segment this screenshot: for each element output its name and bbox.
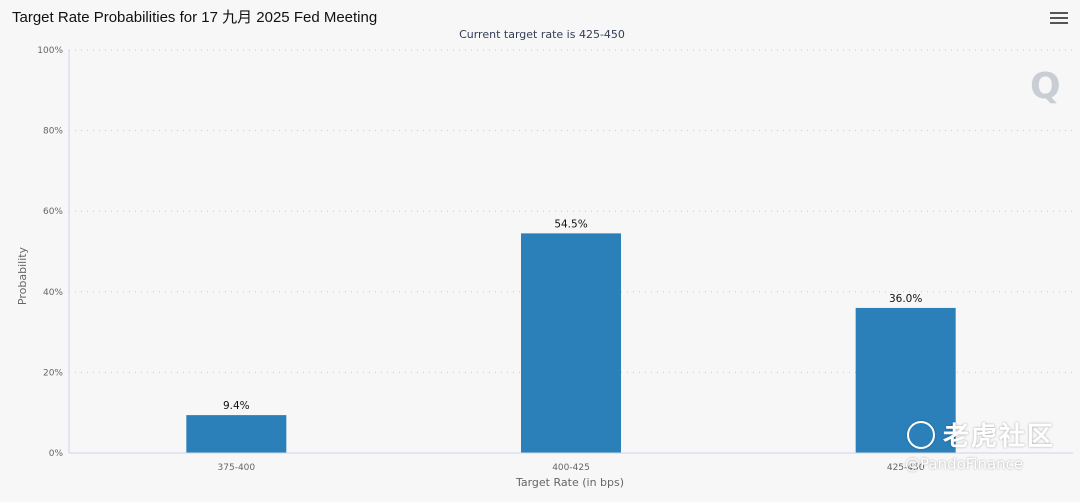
y-axis-label: Probability [16, 246, 29, 305]
y-tick-label: 0% [49, 449, 64, 459]
x-tick-label: 375-400 [218, 463, 256, 473]
x-tick-label: 400-425 [552, 463, 590, 473]
bar-chart: Current target rate is 425-450 0% 20% 40% 6… [16, 28, 1073, 489]
chart-subtitle: Current target rate is 425-450 [459, 28, 625, 41]
bar[interactable] [186, 415, 287, 453]
bars: 9.4% 54.5% 36.0% [186, 218, 956, 453]
bar[interactable] [855, 307, 956, 453]
x-tick-labels: 375-400 400-425 425-450 [218, 463, 925, 473]
chart-title: Target Rate Probabilities for 17 九月 2025… [12, 9, 378, 26]
quikstrike-logo: Q [1030, 66, 1061, 107]
y-tick-label: 80% [43, 127, 63, 137]
hamburger-menu-icon[interactable] [1050, 9, 1068, 25]
data-label: 54.5% [554, 218, 587, 230]
data-label: 36.0% [889, 293, 922, 305]
data-label: 9.4% [223, 400, 250, 412]
y-tick-label: 60% [43, 207, 63, 217]
y-tick-label: 40% [43, 288, 63, 298]
x-tick-label: 425-450 [887, 463, 925, 473]
chart-area: Current target rate is 425-450 0% 20% 40% 6… [0, 24, 1080, 497]
x-axis-label: Target Rate (in bps) [515, 476, 624, 489]
bar[interactable] [521, 233, 621, 453]
y-tick-labels: 0% 20% 40% 60% 80% 100% [37, 46, 63, 459]
y-tick-label: 20% [43, 368, 63, 378]
y-tick-label: 100% [37, 46, 63, 56]
